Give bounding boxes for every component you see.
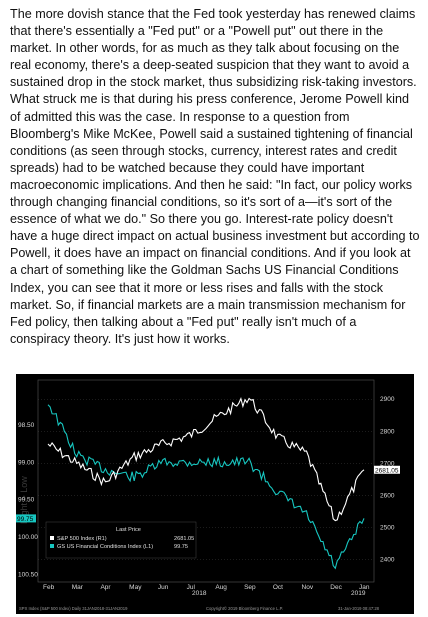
last-value-tag-spx [374, 465, 400, 474]
last-value-tag-gs [16, 514, 36, 523]
right-tick-label: 2800 [380, 428, 395, 435]
last-value-label-spx: 2681.05 [375, 467, 399, 474]
chart-watermark: Right > Low [19, 476, 29, 524]
legend-swatch [50, 536, 54, 540]
x-tick-label: Dec [330, 584, 342, 591]
legend-box [45, 521, 197, 559]
x-tick-label: Oct [273, 584, 283, 591]
left-tick-label: 99.50 [18, 497, 35, 504]
right-tick-label: 2500 [380, 524, 395, 531]
chart-legend: 2681.05 99.75 Last Price S&P 500 Index (R1)… [16, 465, 400, 559]
chart-footer-mid: Copyright© 2019 Bloomberg Finance L.P. [206, 606, 283, 611]
chart-panel: Right > Low 98.50 99.00 99.50 100.00 100.50 … [16, 374, 414, 614]
left-axis: 98.50 99.00 99.50 100.00 100.50 [18, 422, 38, 579]
left-tick-label: 100.50 [18, 572, 38, 579]
chart-footer-left: SPX Index (S&P 500 Index) Daily 31JAN201… [19, 606, 128, 611]
legend-title: Last Price [116, 527, 141, 533]
x-tick-label: May [129, 584, 142, 591]
legend-series-value: 2681.05 [174, 536, 194, 542]
series-line-spx [47, 396, 365, 522]
left-tick-label: 99.00 [18, 459, 35, 466]
series-line-gs-fci [47, 404, 365, 570]
x-tick-label: Apr [100, 584, 111, 591]
legend-series-value: 99.75 [174, 544, 188, 550]
year-label-2019: 2019 [351, 590, 366, 597]
x-tick-label: Jan [359, 584, 370, 591]
chart-footer-right: 31-Jan-2019 08:47:28 [338, 606, 380, 611]
line-chart: Right > Low 98.5099.0099.50100.00100.50 … [16, 374, 414, 614]
right-tick-label: 2400 [380, 557, 395, 564]
legend-series-name: S&P 500 Index (R1) [57, 536, 107, 542]
x-tick-label: Sep [244, 584, 256, 591]
x-tick-label: Feb [43, 584, 55, 591]
right-tick-label: 2600 [380, 492, 395, 499]
right-tick-label: 2900 [380, 396, 395, 403]
year-label-2018: 2018 [192, 590, 207, 597]
article-paragraph: The more dovish stance that the Fed took… [10, 7, 420, 346]
left-tick-label: 100.00 [18, 534, 38, 541]
x-tick-label: Mar [72, 584, 84, 591]
right-axis: 2900 2800 2700 2600 2500 2400 [380, 396, 395, 563]
article-text: The more dovish stance that the Fed took… [10, 6, 420, 348]
x-axis: Feb Mar Apr May Jun Jul Aug Sep Oct Nov Dec Jan [43, 584, 370, 591]
x-tick-label: Nov [302, 584, 314, 591]
right-tick-label: 2700 [380, 460, 395, 467]
chart-grid [37, 379, 375, 583]
x-tick-label: Jun [158, 584, 169, 591]
plot-frame [37, 379, 375, 583]
x-tick-label: Aug [215, 584, 227, 591]
legend-swatch [50, 544, 54, 548]
left-tick-label: 98.50 [18, 422, 35, 429]
last-value-label-gs: 99.75 [17, 516, 34, 523]
legend-series-name: GS US Financial Conditions Index (L1) [57, 544, 153, 550]
x-tick-label: Jul [187, 584, 196, 591]
